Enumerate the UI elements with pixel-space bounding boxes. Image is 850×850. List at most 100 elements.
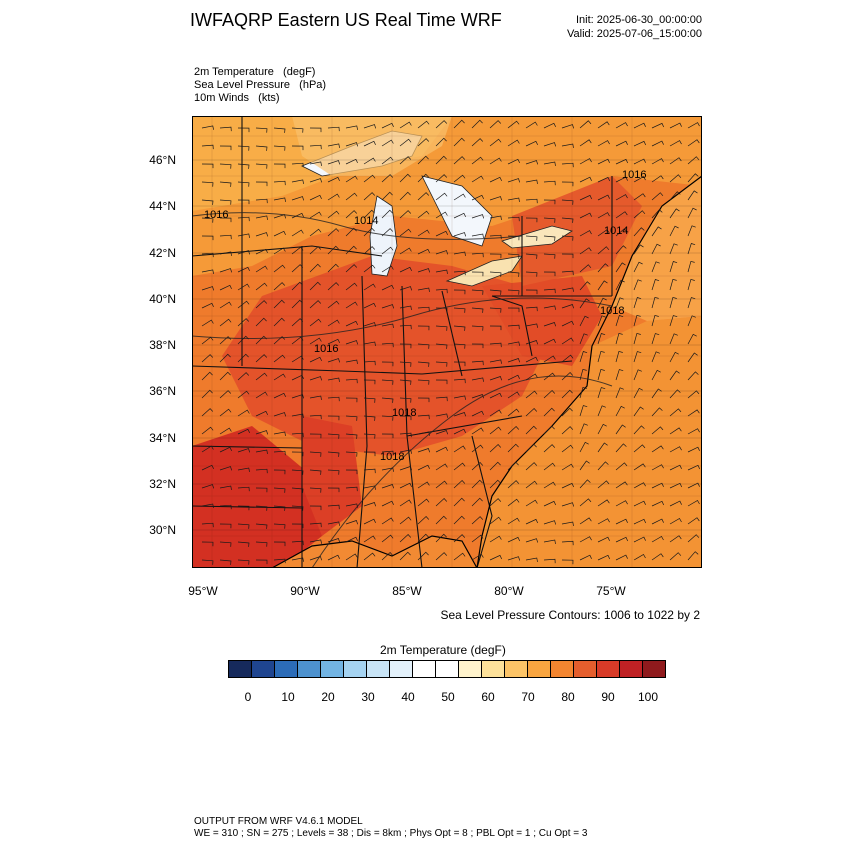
wind-barb — [435, 361, 448, 367]
wind-barb — [489, 342, 502, 348]
wind-barb — [597, 194, 610, 201]
wind-barb — [561, 124, 575, 129]
wind-barb — [417, 120, 430, 129]
wind-barb — [543, 180, 556, 186]
wind-barb — [561, 304, 575, 309]
wind-barb — [399, 449, 412, 454]
wind-barb — [399, 286, 413, 291]
wind-barb — [579, 281, 591, 291]
wind-barb — [201, 522, 214, 528]
wind-barb — [273, 450, 286, 456]
wind-barb — [471, 462, 484, 471]
wind-barb — [327, 358, 341, 363]
wind-barb — [597, 442, 608, 453]
wind-barb — [543, 142, 557, 147]
wind-barb — [255, 181, 268, 187]
wind-barb — [327, 176, 340, 183]
wind-barb — [255, 505, 268, 511]
wind-barb — [687, 139, 700, 147]
wind-barb — [399, 343, 412, 349]
wind-barb — [219, 318, 232, 327]
wind-barb — [651, 369, 661, 381]
lat-tick-label: 42°N — [149, 246, 176, 260]
wind-barb — [363, 518, 376, 525]
wind-barb — [399, 397, 412, 403]
wind-barb — [417, 448, 431, 453]
wind-barb — [219, 163, 232, 169]
gulf-coast — [271, 535, 478, 568]
wind-barb — [327, 143, 340, 148]
wind-barb — [615, 176, 628, 183]
wind-barb — [219, 446, 233, 453]
wind-barb — [471, 289, 484, 295]
wind-barb — [417, 533, 429, 543]
wind-barb — [291, 451, 304, 457]
wind-barb — [471, 175, 484, 183]
wind-barb — [381, 228, 394, 237]
wind-barb — [633, 122, 646, 129]
wind-barb — [219, 217, 232, 223]
wind-barb — [237, 181, 250, 187]
wind-barb — [201, 199, 214, 205]
wind-barb — [615, 297, 624, 309]
wind-barb — [201, 389, 213, 399]
wind-barb — [507, 235, 520, 241]
wind-barb — [237, 216, 250, 222]
wind-barb — [507, 271, 520, 277]
wind-barb — [363, 451, 376, 457]
wind-barb — [489, 444, 502, 453]
wind-barb — [219, 559, 232, 565]
wind-barb — [273, 541, 286, 547]
wind-barb — [471, 343, 484, 349]
wind-barb — [471, 156, 484, 165]
wind-barb — [309, 127, 322, 133]
wind-barb — [489, 234, 502, 240]
wind-barb — [345, 158, 358, 165]
wind-barb — [489, 325, 502, 331]
wind-barb — [651, 333, 660, 345]
wind-barb — [291, 374, 305, 381]
wind-barb — [309, 144, 322, 150]
valid-time: Valid: 2025-07-06_15:00:00 — [567, 28, 702, 40]
wind-barb — [363, 157, 376, 165]
wind-barb — [237, 283, 250, 291]
wind-barb — [651, 464, 664, 471]
wind-barb — [345, 245, 357, 255]
wind-barb — [471, 214, 485, 219]
wind-barb — [597, 315, 606, 327]
wind-barb — [255, 430, 269, 435]
wind-barb — [381, 397, 394, 403]
wind-barb — [381, 122, 394, 129]
wind-barb — [507, 556, 521, 561]
wind-barb — [381, 379, 394, 385]
wind-barb — [507, 324, 520, 330]
wind-barb — [687, 352, 698, 363]
wind-barb — [651, 122, 665, 129]
colorbar-label: 50 — [441, 690, 455, 704]
wind-barb — [363, 192, 376, 201]
wind-barb — [237, 448, 251, 453]
wind-barb — [597, 263, 609, 273]
wind-barb — [435, 269, 448, 274]
wind-barb — [579, 333, 588, 345]
wind-barb — [525, 425, 537, 435]
wind-barb — [381, 467, 394, 472]
wind-barb — [597, 554, 611, 561]
wind-barb — [507, 443, 519, 453]
wind-barb — [417, 173, 429, 183]
wind-barb — [543, 122, 557, 129]
page-title: IWFAQRP Eastern US Real Time WRF — [190, 10, 502, 30]
wind-barb — [669, 191, 681, 201]
wind-barb — [381, 552, 394, 561]
wind-barb — [417, 481, 430, 489]
wind-barb — [489, 516, 502, 525]
wind-barb — [597, 480, 610, 489]
wind-barb — [255, 335, 267, 345]
wind-barb — [507, 120, 520, 129]
wind-barb — [309, 395, 322, 400]
wind-barb — [201, 286, 215, 291]
wind-barb — [561, 502, 575, 507]
wind-barb — [543, 444, 556, 453]
wind-barb — [399, 173, 411, 183]
lake-erie — [445, 255, 523, 287]
